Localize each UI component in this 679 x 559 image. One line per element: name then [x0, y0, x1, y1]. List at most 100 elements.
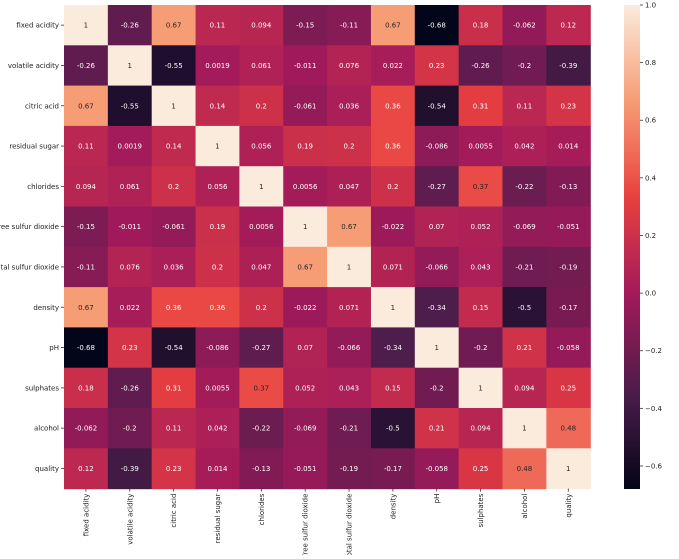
- cell-value-label: 1: [128, 62, 132, 70]
- y-tick-label: density: [33, 304, 59, 312]
- heatmap-cell: [458, 327, 504, 369]
- heatmap-cell: [414, 5, 460, 46]
- heatmap-cell: [546, 287, 591, 328]
- heatmap-cell: [64, 287, 109, 328]
- heatmap-cell: [195, 408, 240, 449]
- cell-value-label: 0.15: [473, 304, 489, 312]
- heatmap-cell: [414, 45, 460, 87]
- heatmap-cell: [458, 206, 504, 248]
- cell-value-label: 0.076: [339, 62, 360, 70]
- cell-value-label: 0.052: [471, 223, 491, 231]
- heatmap-cell: [546, 85, 591, 127]
- cell-value-label: -0.066: [425, 263, 448, 271]
- heatmap-cell: [327, 206, 372, 248]
- cell-value-label: 0.18: [78, 384, 94, 392]
- cell-value-label: 0.12: [560, 22, 576, 30]
- colorbar-tick-label: 0.4: [645, 174, 657, 182]
- cell-value-label: 1: [522, 425, 526, 433]
- y-tick-label: fixed acidity: [16, 22, 59, 30]
- cell-value-label: 0.2: [168, 183, 179, 191]
- heatmap-cell: [64, 5, 109, 46]
- heatmap-cell: [502, 206, 547, 248]
- colorbar-tick-label: −0.4: [645, 405, 663, 413]
- cell-value-label: -0.058: [557, 344, 580, 352]
- heatmap-cell: [283, 408, 328, 449]
- cell-value-label: 0.67: [297, 263, 313, 271]
- cell-value-label: -0.68: [77, 344, 95, 352]
- cell-value-label: -0.069: [294, 425, 317, 433]
- heatmap-cell: [283, 5, 328, 46]
- cell-value-label: -0.17: [384, 465, 402, 473]
- cell-value-label: 0.047: [339, 183, 359, 191]
- x-tick-label: alcohol: [521, 494, 529, 519]
- heatmap-cell: [195, 125, 240, 167]
- cell-value-label: -0.061: [294, 102, 317, 110]
- heatmap-cell: [370, 408, 416, 449]
- cell-value-label: 0.094: [514, 384, 535, 392]
- cell-value-label: 0.036: [164, 263, 185, 271]
- heatmap-cell: [546, 448, 591, 490]
- x-tick-label: density: [389, 494, 397, 520]
- cell-value-label: 0.67: [78, 102, 94, 110]
- cell-value-label: 0.11: [210, 22, 226, 30]
- heatmap-cell: [546, 367, 591, 409]
- heatmap-cell: [195, 45, 240, 87]
- heatmap-cell: [502, 45, 547, 87]
- heatmap-cell: [64, 85, 109, 127]
- heatmap-cell: [151, 85, 197, 127]
- cell-value-label: -0.26: [77, 62, 96, 70]
- colorbar-tick-label: −0.2: [645, 347, 662, 355]
- cell-value-label: 0.12: [78, 465, 94, 473]
- heatmap-cell: [414, 125, 460, 167]
- heatmap-cell: [414, 327, 460, 369]
- heatmap-cell: [458, 45, 504, 87]
- colorbar-tick-label: 0.2: [645, 232, 656, 240]
- cell-value-label: 1: [434, 344, 438, 352]
- cell-value-label: -0.086: [425, 143, 448, 151]
- cell-value-label: -0.26: [472, 62, 491, 70]
- cell-value-label: 0.23: [166, 465, 182, 473]
- heatmap-cell: [107, 45, 153, 87]
- heatmap-cell: [327, 327, 372, 369]
- cell-value-label: -0.19: [340, 465, 358, 473]
- heatmap-cell: [283, 448, 328, 490]
- cell-value-label: 0.071: [383, 263, 403, 271]
- heatmap-cell: [64, 448, 109, 490]
- heatmap-cell: [151, 166, 197, 208]
- heatmap-cell: [64, 327, 109, 369]
- cell-value-label: -0.22: [252, 425, 270, 433]
- heatmap-cell: [370, 327, 416, 369]
- y-tick-label: chlorides: [27, 183, 59, 191]
- cell-value-label: 0.21: [429, 425, 445, 433]
- heatmap-cell: [107, 166, 153, 208]
- heatmap-cell: [502, 246, 547, 288]
- cell-value-label: 0.094: [76, 183, 97, 191]
- heatmap-cell: [239, 246, 284, 288]
- x-tick-label: citric acid: [170, 494, 178, 528]
- x-tick-label: sulphates: [477, 493, 485, 527]
- x-axis: fixed acidity volatile acidity citric acid…: [82, 488, 573, 559]
- cell-value-label: 0.37: [254, 384, 270, 392]
- y-tick-label: free sulfur dioxide: [0, 223, 59, 231]
- heatmap-cell: [502, 448, 547, 490]
- heatmap-cell: [458, 367, 504, 409]
- heatmap-cell: [195, 5, 240, 46]
- cell-value-label: -0.39: [121, 465, 139, 473]
- cell-value-label: -0.39: [559, 62, 577, 70]
- cell-value-label: -0.062: [75, 425, 98, 433]
- cell-value-label: -0.27: [252, 344, 270, 352]
- heatmap-cell: [107, 327, 153, 369]
- cell-value-label: 0.043: [339, 384, 359, 392]
- cell-value-label: -0.11: [77, 263, 95, 271]
- cell-value-label: 0.11: [166, 425, 182, 433]
- heatmap-cell: [239, 125, 284, 167]
- heatmap-cell: [107, 408, 153, 449]
- heatmap-cell: [546, 206, 591, 248]
- cell-value-label: 0.67: [166, 22, 182, 30]
- heatmap-cell: [370, 166, 416, 208]
- heatmap-cell: [195, 448, 240, 490]
- cell-value-label: 0.042: [514, 143, 534, 151]
- cell-value-label: 1: [259, 183, 263, 191]
- cell-value-label: 1: [347, 263, 351, 271]
- cell-value-label: -0.066: [338, 344, 361, 352]
